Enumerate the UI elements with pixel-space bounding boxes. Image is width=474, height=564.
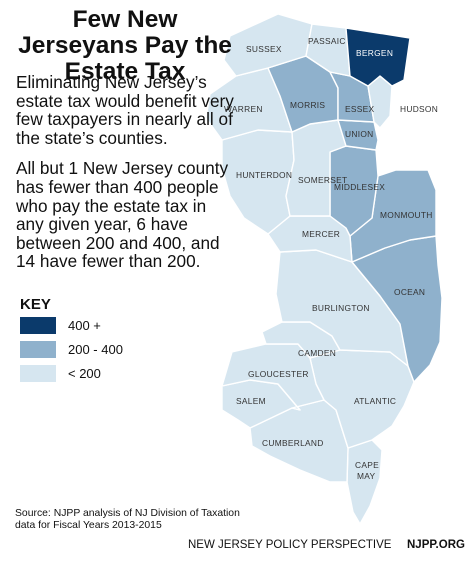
description-paragraph-1: Eliminating New Jersey’s estate tax woul… — [16, 72, 234, 148]
key-swatch-low — [20, 365, 56, 382]
label-morris: MORRIS — [290, 100, 325, 110]
county-bergen — [345, 27, 411, 87]
label-hudson: HUDSON — [400, 104, 438, 114]
label-essex: ESSEX — [345, 104, 375, 114]
label-atlantic: ATLANTIC — [354, 396, 396, 406]
label-middlesex: MIDDLESEX — [334, 182, 385, 192]
footer-site: NJPP.ORG — [407, 539, 465, 551]
label-warren: WARREN — [224, 104, 263, 114]
footer-org: NEW JERSEY POLICY PERSPECTIVE — [188, 539, 392, 551]
county-cape-may — [346, 439, 383, 525]
key-label-mid: 200 - 400 — [68, 342, 123, 357]
label-union: UNION — [345, 129, 374, 139]
label-burlington: BURLINGTON — [312, 303, 370, 313]
county-sussex — [223, 13, 313, 77]
key-item-low: < 200 — [20, 364, 160, 383]
key-item-mid: 200 - 400 — [20, 340, 160, 359]
label-bergen: BERGEN — [356, 48, 393, 58]
map-key: KEY 400 + 200 - 400 < 200 — [20, 296, 160, 388]
county-passaic — [305, 23, 351, 77]
key-label-low: < 200 — [68, 366, 101, 381]
source-note: Source: NJPP analysis of NJ Division of … — [15, 508, 240, 532]
label-gloucester: GLOUCESTER — [248, 369, 309, 379]
label-somerset: SOMERSET — [298, 175, 347, 185]
key-label-high: 400 + — [68, 318, 101, 333]
label-passaic: PASSAIC — [308, 36, 346, 46]
label-camden: CAMDEN — [298, 348, 336, 358]
key-swatch-mid — [20, 341, 56, 358]
label-cape-may-line2: MAY — [357, 471, 376, 481]
label-sussex: SUSSEX — [246, 44, 282, 54]
key-swatch-high — [20, 317, 56, 334]
page-title: Few New Jerseyans Pay the Estate Tax — [18, 6, 232, 85]
label-hunterdon: HUNTERDON — [236, 170, 292, 180]
label-mercer: MERCER — [302, 229, 340, 239]
label-salem: SALEM — [236, 396, 266, 406]
label-ocean: OCEAN — [394, 287, 425, 297]
key-title: KEY — [20, 296, 51, 313]
key-item-high: 400 + — [20, 316, 160, 335]
label-cumberland: CUMBERLAND — [262, 438, 324, 448]
label-monmouth: MONMOUTH — [380, 210, 433, 220]
description: Eliminating New Jersey’s estate tax woul… — [16, 73, 238, 283]
description-paragraph-2: All but 1 New Jersey county has fewer th… — [16, 158, 229, 272]
label-cape-may-line1: CAPE — [355, 460, 379, 470]
